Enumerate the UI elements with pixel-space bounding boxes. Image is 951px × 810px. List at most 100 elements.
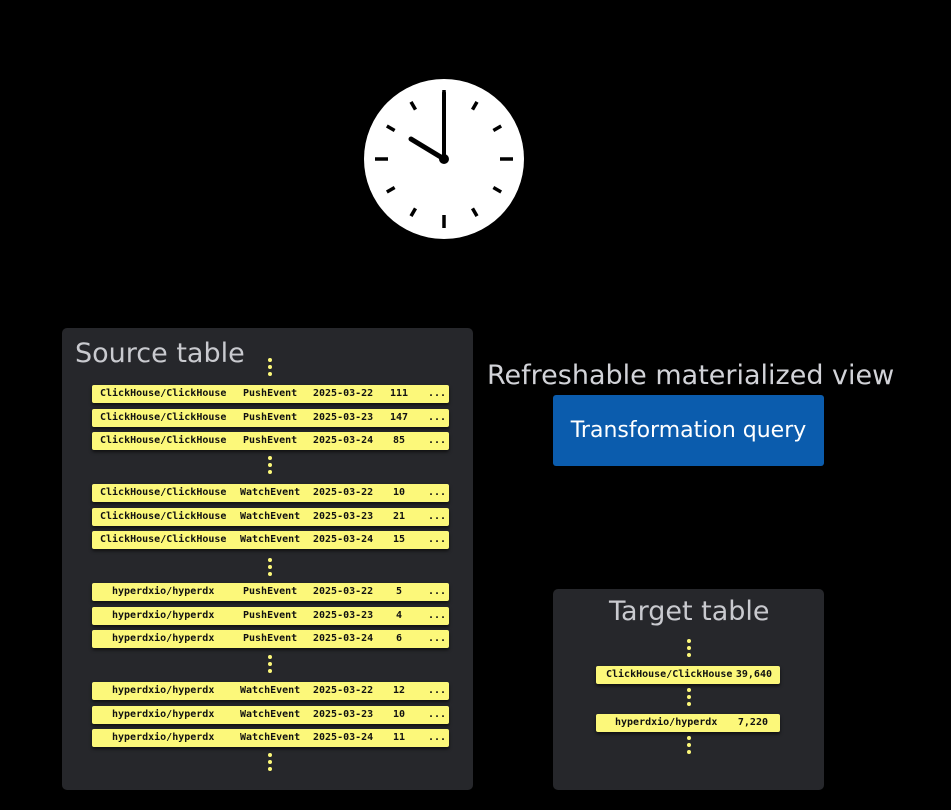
date-cell: 2025-03-23 <box>313 708 374 720</box>
more-cell: ... <box>428 586 447 597</box>
more-cell: ... <box>428 732 447 743</box>
count-cell: 10 <box>392 708 406 720</box>
more-cell: ... <box>428 510 447 522</box>
repo-cell: ClickHouse/ClickHouse <box>100 388 227 399</box>
source-row: ClickHouse/ClickHouse WatchEvent 2025-03-2… <box>92 484 449 502</box>
source-row: ClickHouse/ClickHouse WatchEvent 2025-03-2… <box>92 531 449 549</box>
total-cell: 39,640 <box>735 669 772 680</box>
clock-tick <box>409 207 418 218</box>
more-cell: ... <box>428 633 447 644</box>
source-row: hyperdxio/hyperdx PushEvent 2025-03-24 6... <box>92 630 449 648</box>
repo-cell: hyperdxio/hyperdx <box>112 633 215 644</box>
total-cell: 7,220 <box>737 717 768 728</box>
event-type-cell: WatchEvent <box>240 685 301 696</box>
date-cell: 2025-03-22 <box>313 487 374 498</box>
count-cell: 10 <box>392 487 406 498</box>
more-cell: ... <box>428 685 447 696</box>
clock-tick <box>492 124 503 133</box>
date-cell: 2025-03-24 <box>313 732 374 743</box>
more-cell: ... <box>428 708 447 720</box>
transformation-query-box: Transformation query <box>553 395 824 466</box>
clock-tick <box>409 100 418 111</box>
date-cell: 2025-03-22 <box>313 685 374 696</box>
date-cell: 2025-03-22 <box>313 388 374 399</box>
target-table-panel: Target table ClickHouse/ClickHouse 39,640… <box>553 589 824 790</box>
date-cell: 2025-03-23 <box>313 411 374 423</box>
ellipsis-dots <box>268 456 273 477</box>
count-cell: 111 <box>389 388 409 399</box>
source-row: hyperdxio/hyperdx WatchEvent 2025-03-22 12.… <box>92 682 449 700</box>
count-cell: 85 <box>392 435 406 446</box>
more-cell: ... <box>428 388 447 399</box>
ellipsis-dots <box>687 736 692 757</box>
repo-cell: ClickHouse/ClickHouse <box>100 435 227 446</box>
repo-cell: hyperdxio/hyperdx <box>112 708 215 720</box>
ellipsis-dots <box>687 688 692 709</box>
event-type-cell: WatchEvent <box>240 534 301 545</box>
date-cell: 2025-03-22 <box>313 586 374 597</box>
count-cell: 6 <box>395 633 403 644</box>
event-type-cell: WatchEvent <box>240 487 301 498</box>
source-row: ClickHouse/ClickHouse WatchEvent 2025-03-2… <box>92 507 449 526</box>
repo-cell: hyperdxio/hyperdx <box>615 717 718 728</box>
materialized-view-label: Refreshable materialized view <box>487 360 895 391</box>
count-cell: 15 <box>392 534 406 545</box>
event-type-cell: PushEvent <box>243 388 298 399</box>
repo-cell: ClickHouse/ClickHouse <box>100 487 227 498</box>
event-type-cell: PushEvent <box>243 609 298 621</box>
event-type-cell: PushEvent <box>243 586 298 597</box>
repo-cell: ClickHouse/ClickHouse <box>100 411 227 423</box>
count-cell: 12 <box>392 685 406 696</box>
ellipsis-dots <box>268 358 273 379</box>
date-cell: 2025-03-23 <box>313 609 374 621</box>
ellipsis-dots <box>687 639 692 660</box>
count-cell: 11 <box>392 732 406 743</box>
count-cell: 21 <box>392 510 406 522</box>
ellipsis-dots <box>268 655 273 676</box>
source-table-panel: Source table ClickHouse/ClickHouse PushEv… <box>62 328 473 790</box>
more-cell: ... <box>428 534 447 545</box>
hour-hand <box>408 136 447 162</box>
source-table-title: Source table <box>75 338 245 369</box>
date-cell: 2025-03-24 <box>313 534 374 545</box>
target-table-title: Target table <box>609 596 770 627</box>
more-cell: ... <box>428 487 447 498</box>
repo-cell: hyperdxio/hyperdx <box>112 609 215 621</box>
event-type-cell: WatchEvent <box>240 510 301 522</box>
repo-cell: hyperdxio/hyperdx <box>112 732 215 743</box>
target-row: ClickHouse/ClickHouse 39,640 <box>596 666 780 684</box>
repo-cell: hyperdxio/hyperdx <box>112 685 215 696</box>
source-row: ClickHouse/ClickHouse PushEvent 2025-03-22… <box>92 385 449 403</box>
repo-cell: ClickHouse/ClickHouse <box>100 534 227 545</box>
count-cell: 147 <box>389 411 409 423</box>
source-row: hyperdxio/hyperdx WatchEvent 2025-03-24 11.… <box>92 729 449 747</box>
repo-cell: ClickHouse/ClickHouse <box>606 669 733 680</box>
clock-tick <box>385 124 396 133</box>
clock-icon <box>364 79 524 239</box>
target-row: hyperdxio/hyperdx 7,220 <box>596 714 780 732</box>
source-row: ClickHouse/ClickHouse PushEvent 2025-03-24… <box>92 432 449 450</box>
ellipsis-dots <box>268 753 273 774</box>
clock-tick <box>470 100 479 111</box>
clock-tick <box>492 185 503 194</box>
source-row: ClickHouse/ClickHouse PushEvent 2025-03-23… <box>92 408 449 427</box>
more-cell: ... <box>428 609 447 621</box>
event-type-cell: WatchEvent <box>240 732 301 743</box>
source-row: hyperdxio/hyperdx PushEvent 2025-03-23 4... <box>92 606 449 625</box>
date-cell: 2025-03-24 <box>313 633 374 644</box>
repo-cell: ClickHouse/ClickHouse <box>100 510 227 522</box>
count-cell: 5 <box>395 586 403 597</box>
date-cell: 2025-03-24 <box>313 435 374 446</box>
clock-tick <box>470 207 479 218</box>
repo-cell: hyperdxio/hyperdx <box>112 586 215 597</box>
event-type-cell: WatchEvent <box>240 708 301 720</box>
count-cell: 4 <box>395 609 403 621</box>
more-cell: ... <box>428 435 447 446</box>
event-type-cell: PushEvent <box>243 435 298 446</box>
date-cell: 2025-03-23 <box>313 510 374 522</box>
ellipsis-dots <box>268 558 273 579</box>
event-type-cell: PushEvent <box>243 633 298 644</box>
source-row: hyperdxio/hyperdx PushEvent 2025-03-22 5... <box>92 583 449 601</box>
source-row: hyperdxio/hyperdx WatchEvent 2025-03-23 10.… <box>92 705 449 724</box>
clock-tick <box>385 185 396 194</box>
